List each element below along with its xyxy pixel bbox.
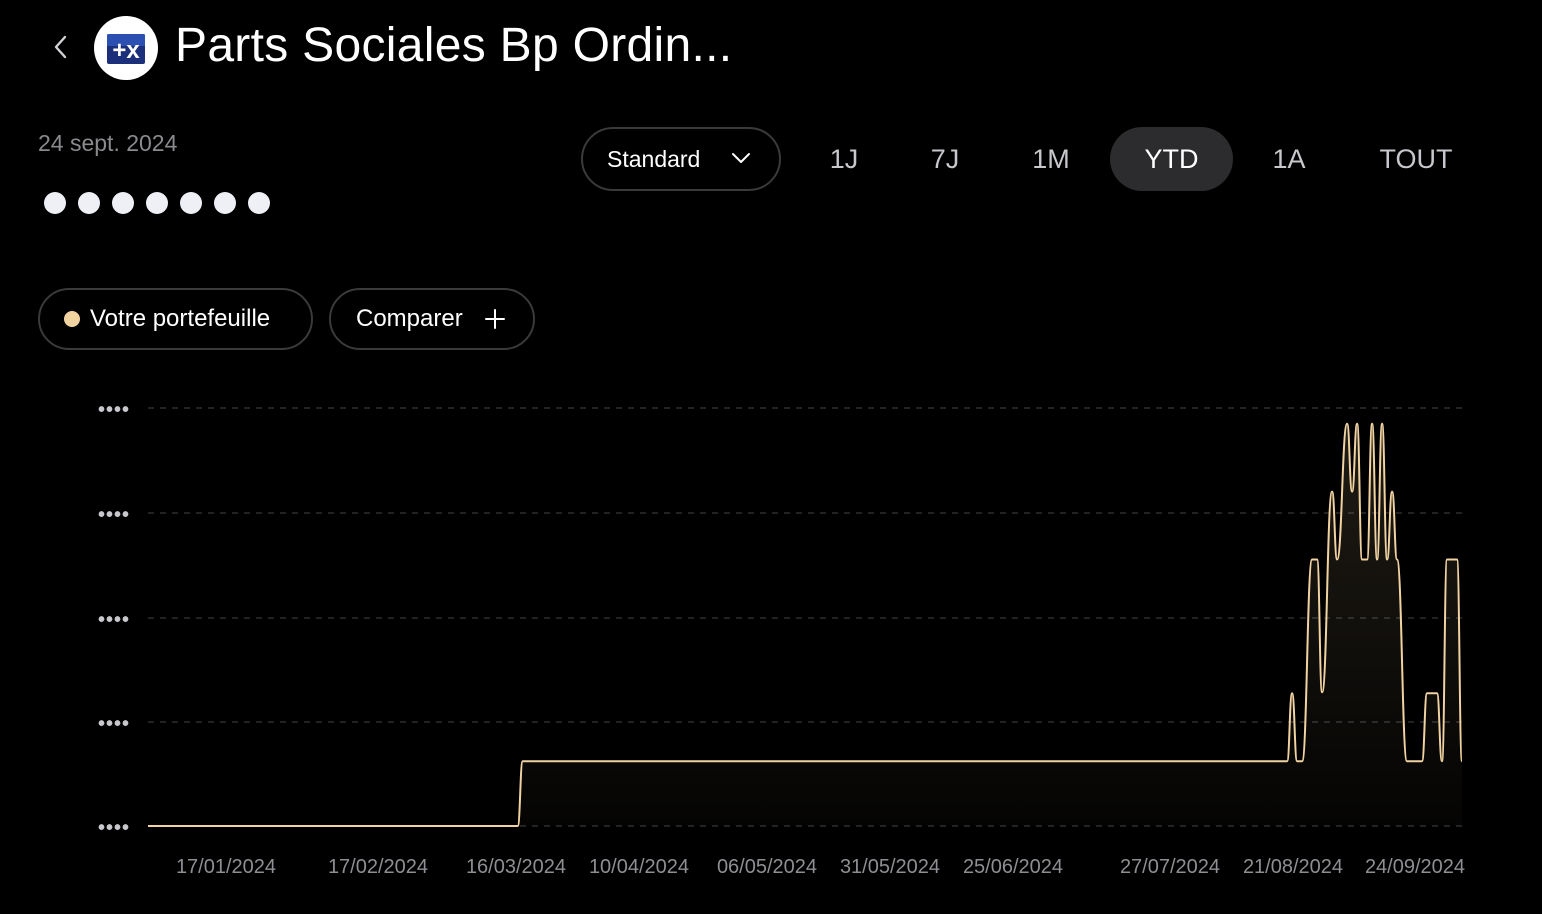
series-color-dot xyxy=(64,311,80,327)
y-axis-tick-label: •••• xyxy=(98,609,130,631)
bank-logo-icon: +x xyxy=(107,34,145,64)
masked-digit-dot xyxy=(180,192,202,214)
chevron-down-icon xyxy=(732,153,750,163)
x-axis-tick-label: 17/02/2024 xyxy=(328,856,428,878)
portfolio-series-chip[interactable]: Votre portefeuille xyxy=(38,288,313,350)
y-axis-tick-label: •••• xyxy=(98,504,130,526)
masked-digit-dot xyxy=(214,192,236,214)
masked-digit-dot xyxy=(248,192,270,214)
x-axis-tick-label: 06/05/2024 xyxy=(717,856,817,878)
series-line xyxy=(147,422,1463,828)
page-title: Parts Sociales Bp Ordin... xyxy=(175,19,733,72)
current-date: 24 sept. 2024 xyxy=(38,130,178,156)
portfolio-chart[interactable]: •••• •••• •••• •••• •••• 17/01/2024 17/02/202… xyxy=(0,380,1542,890)
range-tab-1m[interactable]: 1M xyxy=(1032,143,1070,174)
range-tab-1a[interactable]: 1A xyxy=(1272,143,1306,174)
x-axis-tick-label: 31/05/2024 xyxy=(840,856,940,878)
range-tab-1j[interactable]: 1J xyxy=(829,143,859,174)
chevron-left-icon xyxy=(54,35,67,59)
x-axis-tick-label: 27/07/2024 xyxy=(1120,856,1220,878)
x-axis-tick-label: 25/06/2024 xyxy=(963,856,1063,878)
compare-label: Comparer xyxy=(356,305,463,332)
range-tab-7j[interactable]: 7J xyxy=(930,143,960,174)
instrument-logo: +x xyxy=(94,16,158,80)
masked-digit-dot xyxy=(44,192,66,214)
plus-icon xyxy=(484,309,505,329)
range-tab-ytd[interactable]: YTD xyxy=(1110,127,1233,191)
x-axis-tick-label: 16/03/2024 xyxy=(466,856,566,878)
back-button[interactable] xyxy=(44,30,78,64)
masked-digit-dot xyxy=(146,192,168,214)
x-axis-tick-label: 24/09/2024 xyxy=(1365,856,1465,878)
y-axis-tick-label: •••• xyxy=(98,399,130,421)
range-tab-tout[interactable]: TOUT xyxy=(1379,143,1453,174)
x-axis-tick-label: 17/01/2024 xyxy=(176,856,276,878)
masked-digit-dot xyxy=(112,192,134,214)
x-axis-tick-label: 10/04/2024 xyxy=(589,856,689,878)
masked-portfolio-value xyxy=(44,192,270,214)
compare-button[interactable]: Comparer xyxy=(329,288,535,350)
series-area xyxy=(148,423,1462,826)
y-axis-tick-label: •••• xyxy=(98,817,130,839)
view-mode-dropdown[interactable]: Standard xyxy=(581,127,781,191)
view-mode-label: Standard xyxy=(607,145,701,172)
x-axis-tick-label: 21/08/2024 xyxy=(1243,856,1343,878)
masked-digit-dot xyxy=(78,192,100,214)
svg-text:+x: +x xyxy=(112,37,140,64)
portfolio-chip-label: Votre portefeuille xyxy=(90,305,271,332)
y-axis-tick-label: •••• xyxy=(98,713,130,735)
